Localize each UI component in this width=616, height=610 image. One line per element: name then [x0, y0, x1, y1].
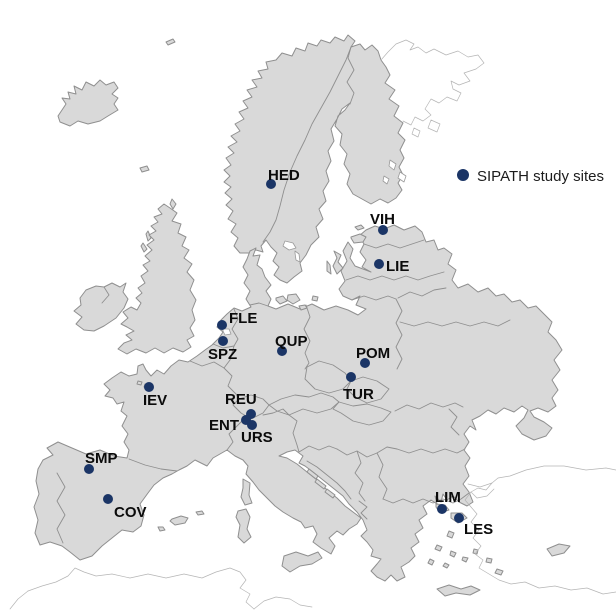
site-marker-cov — [103, 494, 113, 504]
border-czech — [304, 360, 352, 394]
site-marker-pom — [360, 358, 370, 368]
site-label-iev: IEV — [143, 392, 167, 409]
border-italy-austria-slovenia — [262, 408, 338, 453]
russia-lakes-outline — [411, 119, 441, 138]
site-label-pom: POM — [356, 345, 390, 362]
crete — [436, 584, 481, 597]
site-label-cov: COV — [114, 504, 147, 521]
legend-marker-icon — [457, 169, 469, 181]
turkey-north-coast — [467, 465, 616, 488]
site-marker-spz — [218, 336, 228, 346]
site-marker-tur — [346, 372, 356, 382]
border-sweden-finland — [346, 46, 355, 105]
iceland — [57, 79, 119, 127]
site-marker-fle — [217, 320, 227, 330]
border-germany-denmark — [249, 302, 269, 307]
border-northern-ireland — [101, 286, 110, 304]
site-label-les: LES — [464, 521, 493, 538]
border-moldova — [448, 408, 460, 436]
site-label-tur: TUR — [343, 386, 374, 403]
site-marker-hed — [266, 179, 276, 189]
border-greece-north — [382, 492, 470, 504]
lake-vattern — [294, 250, 301, 263]
border-slovakia — [346, 376, 390, 404]
lake-vanern — [282, 240, 297, 251]
balearic-islands — [157, 510, 205, 532]
border-netherlands-germany — [231, 308, 239, 347]
sicily — [281, 551, 323, 573]
border-romania-ukraine — [394, 402, 464, 412]
border-germany-poland — [303, 304, 311, 370]
lakes — [222, 159, 407, 336]
border-serbia-bulgaria — [376, 452, 388, 500]
map-legend: SIPATH study sites — [457, 168, 604, 185]
site-label-urs: URS — [241, 429, 273, 446]
border-lithuania-poland — [351, 295, 397, 301]
site-marker-lim — [437, 504, 447, 514]
ijsselmeer — [222, 328, 232, 336]
site-marker-qup — [277, 346, 287, 356]
site-marker-vih — [378, 225, 388, 235]
border-lithuania-belarus — [397, 287, 447, 299]
outlined-regions — [9, 39, 616, 610]
country-borders — [56, 46, 511, 544]
continental-europe — [33, 224, 563, 582]
border-estonia-latvia — [363, 239, 425, 249]
site-label-lie: LIE — [386, 258, 409, 275]
border-ukraine-belarus — [399, 319, 511, 327]
site-marker-urs — [247, 420, 257, 430]
finnish-lakes — [382, 159, 407, 185]
border-spain-portugal — [56, 472, 66, 544]
border-balkans-north — [336, 446, 398, 458]
site-marker-les — [454, 513, 464, 523]
site-label-vih: VIH — [370, 211, 395, 228]
africa-morocco-atlantic — [9, 590, 29, 610]
border-romania-bulgaria — [396, 448, 466, 454]
site-label-reu: REU — [225, 391, 257, 408]
border-latvia-lithuania — [345, 271, 445, 281]
croatian-islands — [306, 468, 336, 499]
site-marker-iev — [144, 382, 154, 392]
border-norway-sweden — [262, 46, 352, 243]
border-poland-east — [395, 298, 403, 370]
border-macedonia-albania — [358, 500, 368, 520]
scandinavia — [223, 34, 406, 284]
russia-kola-whitesea-outline — [380, 39, 485, 126]
border-italy-north — [226, 419, 244, 451]
landmasses — [33, 34, 571, 597]
border-croatia-bosnia — [306, 460, 352, 500]
border-france-germany — [223, 367, 240, 400]
sardinia — [235, 508, 252, 544]
corsica — [240, 478, 253, 506]
site-label-hed: HED — [268, 167, 300, 184]
border-serbia-west — [354, 450, 366, 502]
site-label-smp: SMP — [85, 450, 118, 467]
site-label-qup: QUP — [275, 333, 308, 350]
border-hungary — [332, 401, 392, 426]
site-marker-lie — [374, 259, 384, 269]
site-label-ent: ENT — [209, 417, 239, 434]
site-label-fle: FLE — [229, 310, 257, 327]
legend-label: SIPATH study sites — [477, 168, 604, 185]
site-label-lim: LIM — [435, 489, 461, 506]
cyprus — [546, 543, 571, 557]
border-france-spain — [128, 458, 178, 472]
danish-islands — [275, 293, 319, 311]
africa-north-coast — [27, 567, 255, 610]
turkey-aegean-coast — [464, 491, 616, 595]
site-marker-smp — [84, 464, 94, 474]
africa-libya-coast — [253, 596, 313, 610]
border-switzerland — [232, 394, 270, 420]
border-belgium-france — [189, 345, 235, 369]
border-netherlands-belgium — [212, 343, 235, 349]
great-britain — [117, 203, 197, 355]
baltic-islands — [326, 224, 367, 275]
site-label-spz: SPZ — [208, 346, 237, 363]
